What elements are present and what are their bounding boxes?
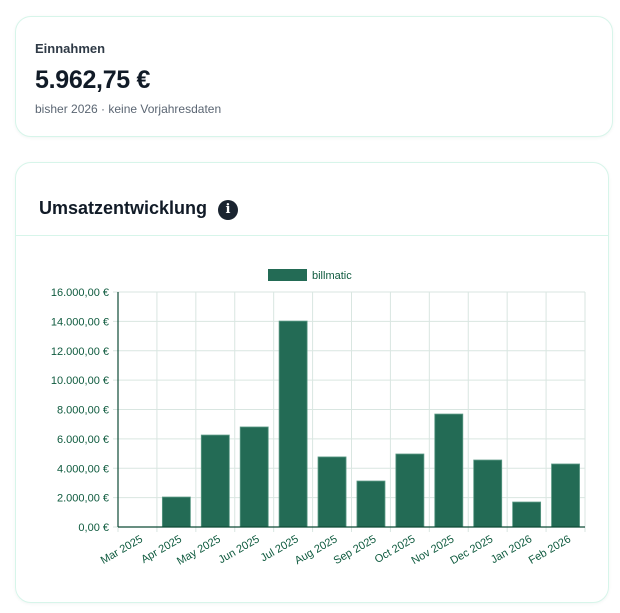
y-tick-label: 14.000,00 € [51,316,109,328]
bar[interactable] [395,453,425,528]
y-tick-label: 0,00 € [78,522,109,534]
revenue-chart-card: Umsatzentwicklung i 0,00 € 2.000,00 € 4.00… [15,162,609,603]
bar[interactable] [434,413,464,528]
y-tick-label: 12.000,00 € [51,346,109,358]
x-tick-label: Oct 2025 [373,533,418,566]
x-tick-label: Dec 2025 [448,533,495,567]
chart-title: Umsatzentwicklung [39,198,208,218]
bar[interactable] [551,463,580,528]
bar[interactable] [239,426,269,528]
x-tick-label: Jan 2026 [489,533,534,566]
bar[interactable] [512,501,542,528]
y-tick-label: 4.000,00 € [57,463,109,475]
x-tick-label: Nov 2025 [410,533,457,567]
info-icon[interactable]: i [218,200,238,220]
x-tick-label: Sep 2025 [332,533,379,567]
chart-header: Umsatzentwicklung i [16,163,608,236]
bar[interactable] [473,459,503,528]
bar[interactable] [356,480,386,528]
y-tick-label: 10.000,00 € [51,375,109,387]
x-tick-label: Feb 2026 [527,533,573,567]
legend-swatch[interactable] [268,269,307,281]
x-tick-label: Jun 2025 [217,533,262,566]
bar[interactable] [278,320,308,528]
kpi-value: 5.962,75 € [35,66,151,94]
kpi-label: Einnahmen [35,41,106,56]
y-tick-label: 16.000,00 € [51,287,109,299]
y-tick-label: 6.000,00 € [57,434,109,446]
legend-label[interactable]: billmatic [312,270,352,282]
bar[interactable] [161,496,191,528]
bar-chart: 0,00 € 2.000,00 € 4.000,00 € 6.000,00 € 8.00… [51,269,586,568]
x-tick-label: May 2025 [175,533,223,568]
x-tick-label: Aug 2025 [293,533,340,567]
y-tick-label: 2.000,00 € [57,493,109,505]
bar[interactable] [200,434,230,528]
revenue-kpi-card: Einnahmen 5.962,75 € bisher 2026 · keine… [15,16,613,137]
x-tick-label: Mar 2025 [99,533,145,567]
kpi-subtitle: bisher 2026 · keine Vorjahresdaten [35,102,222,116]
y-tick-label: 8.000,00 € [57,405,109,417]
bar[interactable] [317,456,347,528]
